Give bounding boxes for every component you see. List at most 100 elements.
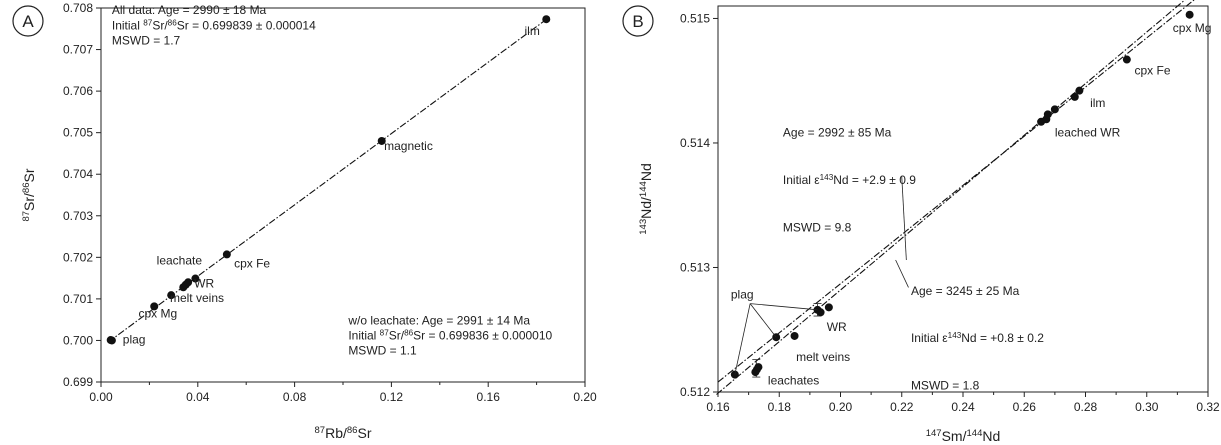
panel-b-nd-isochron: B 0.16 0.18 0.20 0.22 0.24 0.26 0.28 0.30 0.32 0… <box>622 0 1220 445</box>
point-label: magnetic <box>384 139 433 153</box>
panel-b-fit-lines <box>716 0 1195 395</box>
stats-annotation: MSWD = 1.7 <box>112 34 181 48</box>
stats-annotation: Age = 3245 ± 25 Ma <box>911 284 1020 298</box>
x-tick-label: 0.16 <box>477 390 501 404</box>
panel-b-point-labels: plag WR melt veins leachates leached WR ilm cp… <box>731 21 1212 387</box>
panel-b-x-axis-label: 147Sm/144Nd <box>926 428 1001 445</box>
panel-b-data-points <box>730 10 1194 379</box>
point-label: leachate <box>157 253 203 267</box>
stats-annotation: Initial ε143Nd = +2.9 ± 0.9 <box>783 173 916 188</box>
data-point <box>377 136 386 145</box>
data-point <box>167 291 176 300</box>
panel-b-badge <box>622 5 654 37</box>
panel-b-annotations: Age = 2992 ± 85 Ma Initial ε143Nd = +2.9 … <box>783 126 1044 393</box>
point-label: leached WR <box>1055 126 1121 140</box>
panel-a-sr-isochron: A 0.00 0.04 0.08 0.12 0.16 0.20 0.699 0.700 0.7… <box>12 1 597 442</box>
panel-a-data-points <box>106 15 551 345</box>
point-label: leachates <box>768 374 819 388</box>
x-tick-label: 0.20 <box>829 400 853 414</box>
x-tick-label: 0.16 <box>706 400 730 414</box>
x-tick-label: 0.26 <box>1013 400 1037 414</box>
panel-a-y-axis-label: 87Sr/86Sr <box>21 168 38 221</box>
data-point <box>1075 86 1084 95</box>
panel-b-y-axis-label: 143Nd/144Nd <box>638 163 655 234</box>
y-tick-label: 0.514 <box>680 136 710 150</box>
data-point <box>191 274 200 283</box>
y-tick-label: 0.705 <box>63 126 93 140</box>
data-point <box>1070 92 1079 101</box>
stats-annotation: Age = 2992 ± 85 Ma <box>783 126 892 140</box>
plag-leader-line <box>734 303 751 375</box>
x-tick-label: 0.22 <box>890 400 914 414</box>
x-tick-label: 0.12 <box>380 390 404 404</box>
x-tick-label: 0.18 <box>768 400 792 414</box>
data-point <box>107 336 116 345</box>
panel-a-x-axis-label: 87Rb/86Sr <box>315 425 372 442</box>
point-label: cpx Mg <box>139 307 178 321</box>
point-label: cpx Fe <box>234 257 270 271</box>
panel-b-y-ticks: 0.512 0.513 0.514 0.515 <box>680 11 718 399</box>
point-label: melt veins <box>796 350 850 364</box>
point-label: melt veins <box>170 291 224 305</box>
stats-annotation: MSWD = 1.8 <box>911 379 980 393</box>
panel-a-badge <box>12 5 44 37</box>
y-tick-label: 0.704 <box>63 167 93 181</box>
panel-b-x-ticks: 0.16 0.18 0.20 0.22 0.24 0.26 0.28 0.30 0.32 <box>706 392 1220 414</box>
panel-b-leader-lines <box>734 176 909 375</box>
y-tick-label: 0.702 <box>63 250 93 264</box>
plag-leader-line <box>749 303 777 338</box>
point-label: cpx Mg <box>1173 21 1212 35</box>
x-tick-label: 0.00 <box>89 390 113 404</box>
y-tick-label: 0.706 <box>63 84 93 98</box>
x-tick-label: 0.08 <box>283 390 307 404</box>
data-point <box>1122 55 1131 64</box>
callout-line <box>895 259 909 288</box>
data-point <box>184 278 193 287</box>
y-tick-label: 0.512 <box>680 385 710 399</box>
panel-a-letter: A <box>22 12 34 31</box>
x-tick-label: 0.28 <box>1074 400 1098 414</box>
point-label: WR <box>194 276 214 290</box>
point-label: ilm <box>525 24 540 38</box>
plag-leader-line <box>750 303 818 311</box>
isochron-fit-line <box>717 0 1195 383</box>
stats-annotation: Initial ε143Nd = +0.8 ± 0.2 <box>911 331 1044 346</box>
stats-annotation: All data: Age = 2990 ± 18 Ma <box>112 3 267 17</box>
y-tick-label: 0.707 <box>63 43 93 57</box>
panel-a-y-ticks: 0.699 0.700 0.701 0.702 0.703 0.704 0.705 0.706… <box>63 1 101 389</box>
stats-annotation: Initial 87Sr/86Sr = 0.699839 ± 0.000014 <box>112 18 316 32</box>
data-point <box>1185 10 1194 19</box>
point-label: WR <box>827 320 847 334</box>
stats-annotation: MSWD = 9.8 <box>783 220 852 234</box>
callout-line <box>901 176 907 261</box>
x-tick-label: 0.04 <box>186 390 210 404</box>
y-tick-label: 0.701 <box>63 292 93 306</box>
point-label: plag <box>731 288 754 302</box>
point-label: ilm <box>1090 96 1105 110</box>
data-point <box>754 363 763 372</box>
panel-b-letter: B <box>632 12 643 31</box>
y-tick-label: 0.703 <box>63 209 93 223</box>
data-point <box>542 15 551 24</box>
data-point <box>824 303 833 312</box>
point-label: cpx Fe <box>1135 63 1171 77</box>
panel-b-error-bars <box>752 303 822 378</box>
y-tick-label: 0.513 <box>680 260 710 274</box>
data-point <box>790 331 799 340</box>
stats-annotation: w/o leachate: Age = 2991 ± 14 Ma <box>347 314 530 328</box>
y-tick-label: 0.699 <box>63 375 93 389</box>
data-point <box>222 250 231 259</box>
x-tick-label: 0.30 <box>1135 400 1159 414</box>
stats-annotation: Initial 87Sr/86Sr = 0.699836 ± 0.000010 <box>348 328 552 343</box>
isochron-fit-line <box>716 0 1186 395</box>
x-tick-label: 0.20 <box>573 390 597 404</box>
panel-a-x-ticks: 0.00 0.04 0.08 0.12 0.16 0.20 <box>89 382 597 404</box>
data-point <box>816 308 825 317</box>
stats-annotation: MSWD = 1.1 <box>348 344 417 358</box>
y-tick-label: 0.708 <box>63 1 93 15</box>
y-tick-label: 0.515 <box>680 11 710 25</box>
data-point <box>1050 105 1059 114</box>
data-point <box>150 302 159 311</box>
